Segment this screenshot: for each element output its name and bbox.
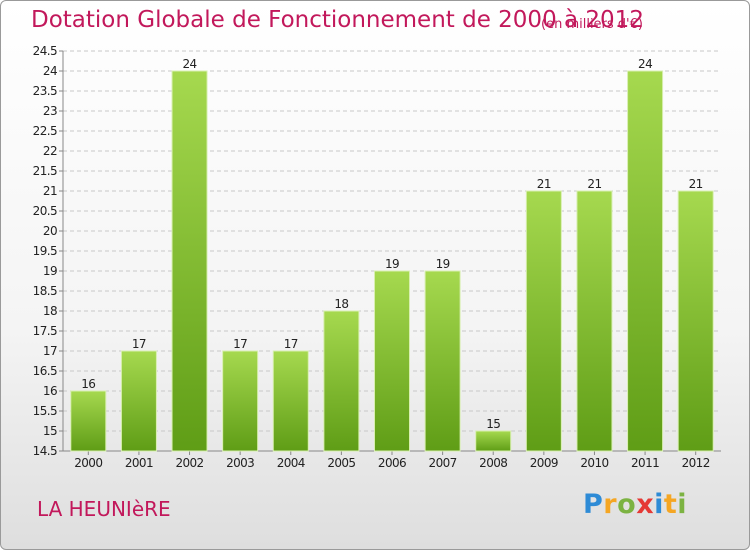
y-tick-label: 24.5 xyxy=(33,44,57,58)
bar xyxy=(424,270,461,452)
y-tick-label: 19.5 xyxy=(33,244,57,258)
logo-letter: r xyxy=(603,489,618,520)
chart-subtitle: (en milliers d'€) xyxy=(541,17,643,32)
y-tick-label: 20 xyxy=(43,224,57,238)
data-label: 19 xyxy=(436,257,450,271)
x-tick-label: 2004 xyxy=(277,456,305,470)
y-tick-label: 21 xyxy=(43,184,57,198)
chart-title: Dotation Globale de Fonctionnement de 20… xyxy=(31,7,644,33)
bar xyxy=(475,430,512,452)
logo-letter: x xyxy=(636,489,655,520)
y-tick-label: 15.5 xyxy=(33,404,57,418)
bar xyxy=(222,350,259,452)
x-tick-label: 2000 xyxy=(74,456,102,470)
data-label: 19 xyxy=(385,257,399,271)
data-label: 15 xyxy=(486,417,500,431)
bar xyxy=(374,270,410,452)
y-tick-label: 14.5 xyxy=(33,444,57,458)
x-tick-label: 2012 xyxy=(682,456,710,470)
y-tick-label: 18 xyxy=(43,304,57,318)
bar xyxy=(677,190,714,452)
y-tick-label: 18.5 xyxy=(33,284,57,298)
data-label: 17 xyxy=(233,337,247,351)
y-tick-label: 20.5 xyxy=(33,204,57,218)
bar xyxy=(70,390,107,452)
data-label: 17 xyxy=(132,337,146,351)
data-label: 21 xyxy=(689,177,703,191)
y-tick-label: 23.5 xyxy=(33,84,57,98)
data-label: 21 xyxy=(587,177,601,191)
x-tick-label: 2010 xyxy=(580,456,608,470)
y-tick-label: 24 xyxy=(43,64,57,78)
bars xyxy=(70,70,714,452)
x-tick-label: 2001 xyxy=(125,456,153,470)
y-tick-label: 17 xyxy=(43,344,57,358)
data-label: 24 xyxy=(182,57,196,71)
logo-letter: i xyxy=(654,489,664,520)
x-tick-label: 2005 xyxy=(327,456,355,470)
y-tick-label: 22.5 xyxy=(33,124,57,138)
logo-letter: i xyxy=(677,489,688,520)
x-tick-label: 2008 xyxy=(479,456,507,470)
data-label: 24 xyxy=(638,57,652,71)
y-tick-label: 23 xyxy=(43,104,57,118)
data-label: 17 xyxy=(284,337,298,351)
labels: 14.5 15 15.5 16 16.5 17 17.5 18 18.5 19 19.5 20 20.5… xyxy=(33,44,711,470)
proxiti-logo: Proxiti xyxy=(583,489,687,520)
x-tick-label: 2003 xyxy=(226,456,254,470)
bar xyxy=(171,70,208,452)
bar xyxy=(627,70,664,452)
commune-name: LA HEUNIèRE xyxy=(37,497,171,521)
x-tick-label: 2011 xyxy=(631,456,659,470)
y-tick-label: 17.5 xyxy=(33,324,57,338)
data-label: 16 xyxy=(81,377,95,391)
x-tick-label: 2007 xyxy=(429,456,457,470)
y-tick-label: 22 xyxy=(43,144,57,158)
y-tick-label: 16 xyxy=(43,384,57,398)
logo-letter: o xyxy=(617,489,637,520)
y-tick-label: 19 xyxy=(43,264,57,278)
logo-letter: P xyxy=(583,489,604,520)
y-tick-label: 21.5 xyxy=(33,164,57,178)
x-tick-label: 2002 xyxy=(175,456,203,470)
data-label: 18 xyxy=(334,297,348,311)
x-tick-label: 2006 xyxy=(378,456,406,470)
x-tick-label: 2009 xyxy=(530,456,558,470)
bar xyxy=(525,190,562,452)
bar xyxy=(272,350,309,452)
bar xyxy=(323,310,360,452)
y-tick-label: 16.5 xyxy=(33,364,57,378)
bar xyxy=(120,350,157,452)
logo-letter: t xyxy=(663,489,678,520)
bar xyxy=(576,190,613,452)
y-tick-label: 15 xyxy=(43,424,57,438)
data-label: 21 xyxy=(537,177,551,191)
